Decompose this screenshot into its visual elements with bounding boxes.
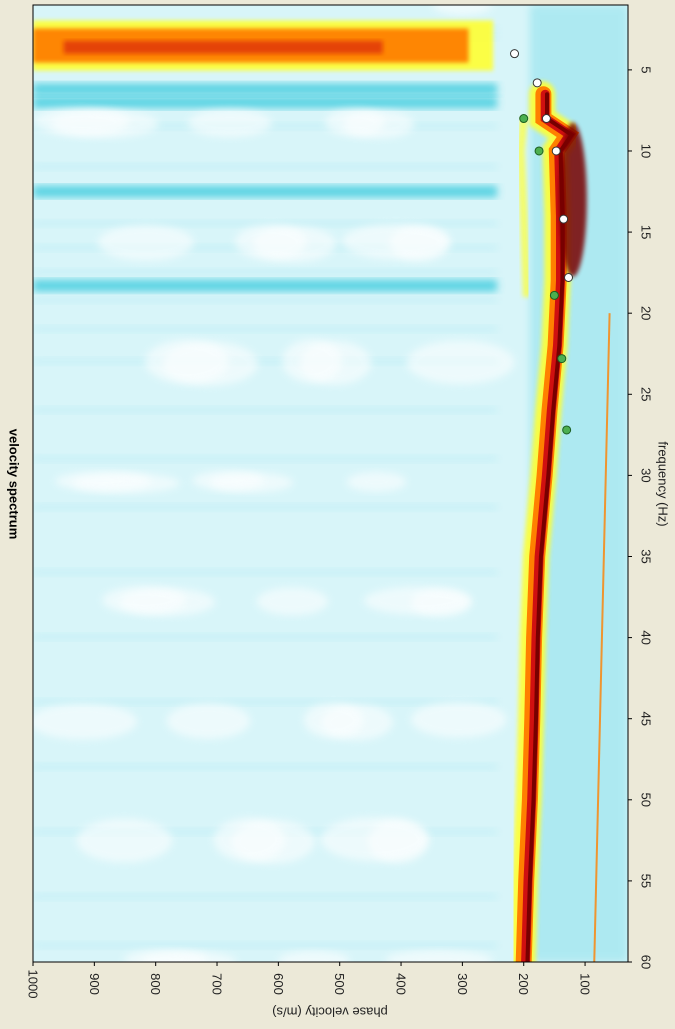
y-tick-label: 900 [87,973,102,995]
pick-point-white [510,49,520,59]
y-tick-label: 700 [210,973,225,995]
heat-texture [406,340,515,385]
pick-point-white [559,214,569,224]
heat-texture [33,107,130,136]
heat-streak [33,633,498,641]
lowfreq-column-core [63,40,383,54]
heat-streak [33,763,498,771]
pick-point-white [532,78,542,88]
heat-streak [33,83,498,96]
ridge-blob [558,122,587,277]
pick-point-white [541,114,551,124]
x-tick-label: 25 [639,387,654,401]
heat-texture [97,224,194,261]
heat-texture [342,223,451,260]
heat-streak [33,357,498,365]
y-tick-label: 300 [455,973,470,995]
heat-texture [76,818,173,863]
x-tick-label: 40 [639,630,654,644]
heat-streak [33,296,498,304]
heat-texture [320,817,429,862]
heat-texture [33,703,138,740]
x-tick-label: 30 [639,468,654,482]
heat-streak [33,893,498,901]
heat-texture [123,949,208,962]
heat-streak [33,698,498,706]
heat-texture [192,470,265,491]
heat-streak [33,455,498,463]
heat-texture [256,587,329,616]
pick-point-white [551,146,561,156]
pick-point-green [557,354,567,364]
heat-streak [33,406,498,414]
pick-point-white [564,273,573,283]
x-tick-label: 60 [639,955,654,969]
heat-texture [410,701,507,738]
heat-texture [282,339,343,384]
heat-texture [363,586,472,615]
heat-texture [303,702,364,739]
heat-streak [33,96,498,109]
pick-point-green [562,425,572,435]
heat-streak [33,503,498,511]
y-tick-label: 500 [332,973,347,995]
heat-streak [33,163,498,171]
heat-texture [54,471,151,492]
heat-texture [166,702,251,739]
heat-streak [33,185,498,198]
picks-layer [510,49,573,435]
heat-texture [144,339,229,384]
heat-texture [213,817,286,862]
pick-point-green [549,290,559,300]
x-tick-label: 10 [639,144,654,158]
y-axis-label: phase velocity (m/s) [272,1005,388,1020]
axes: 5 10 15 20 25 30 35 40 45 50 55 60 100 200 300 400 500 60… [26,66,654,998]
heat-streak [33,568,498,576]
chart-title: velocity spectrum [7,429,22,540]
y-tick-label: 600 [271,973,286,995]
heat-texture [325,108,386,137]
heat-texture [235,224,307,261]
heat-texture [346,471,407,492]
heat-texture [385,950,494,962]
y-tick-label: 100 [578,973,593,995]
heat-texture [432,5,493,15]
y-tick-label: 1000 [26,970,41,999]
pick-point-green [519,114,529,124]
heatmap-layer [33,5,628,962]
heat-streak [33,268,498,276]
x-tick-label: 45 [639,711,654,725]
x-axis-label: frequency (Hz) [656,441,671,526]
x-tick-label: 50 [639,793,654,807]
x-tick-label: 15 [639,225,654,239]
heat-streak [33,279,498,292]
y-tick-label: 200 [516,973,531,995]
heat-texture [187,109,272,138]
y-tick-label: 800 [148,973,163,995]
heat-texture [277,950,350,962]
heat-streak [33,325,498,333]
pick-point-green [534,146,544,156]
x-tick-label: 35 [639,549,654,563]
heat-texture [102,586,187,615]
heat-streak [33,941,498,949]
secondary-trace [516,118,531,298]
plot-frame [32,4,629,963]
y-tick-label: 400 [394,973,409,995]
x-tick-label: 5 [639,66,654,73]
higher-mode [593,313,611,962]
heat-streak [33,219,498,227]
x-tick-label: 20 [639,306,654,320]
x-tick-label: 55 [639,874,654,888]
